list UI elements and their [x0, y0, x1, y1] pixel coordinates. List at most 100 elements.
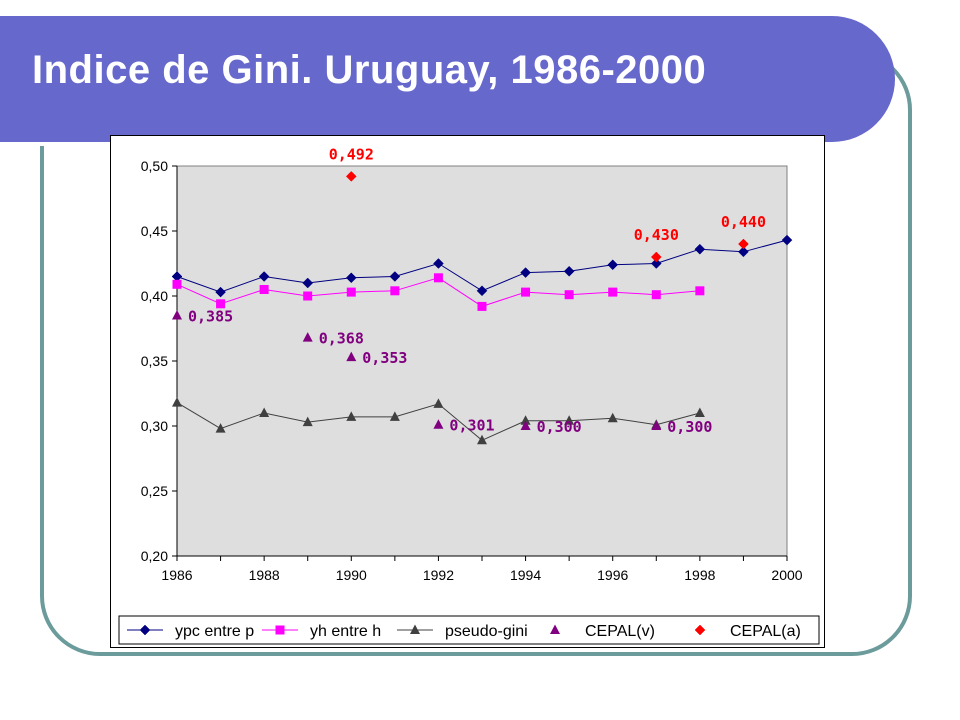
title-bar [0, 16, 895, 146]
chart-container: 0,20 0,25 0,30 0,35 0,40 0,45 0,50 1986 1988 1990… [110, 135, 825, 648]
slide-title: Indice de Gini. Uruguay, 1986-2000 [32, 48, 707, 92]
data-point [520, 267, 531, 278]
data-point [476, 285, 488, 297]
legend-marker [275, 625, 285, 635]
data-point [346, 287, 356, 297]
legend: ypc entre p yh entre h pseudo-gini CEPAL(v)… [118, 615, 820, 645]
data-point [389, 271, 401, 282]
series-pseudo-gini [172, 397, 705, 445]
x-tick-label: 1990 [336, 567, 367, 583]
y-tick-label: 0,35 [141, 353, 168, 369]
legend-label: ypc entre p [175, 623, 254, 640]
data-point [302, 277, 314, 289]
y-tick-label: 0,20 [141, 548, 168, 564]
legend-item: pseudo-gini [397, 623, 528, 640]
data-point [389, 411, 400, 421]
legend-label: CEPAL(a) [730, 623, 801, 640]
data-point [477, 301, 487, 311]
legend-label: CEPAL(v) [585, 623, 655, 640]
data-point [520, 420, 531, 430]
data-point [477, 434, 487, 445]
x-tick-label: 1994 [510, 567, 541, 583]
data-point [694, 407, 705, 417]
data-point [303, 291, 313, 301]
data-point [694, 243, 706, 255]
data-point [651, 290, 661, 300]
plot-area [176, 165, 788, 557]
legend-marker [410, 624, 420, 634]
legend-item: CEPAL(v) [550, 623, 655, 640]
x-tick-label: 1996 [597, 567, 628, 583]
data-point [520, 415, 531, 425]
data-point [215, 423, 226, 433]
y-tick-label: 0,50 [141, 158, 168, 174]
legend-item: yh entre h [262, 623, 381, 640]
y-tick-label: 0,25 [141, 483, 168, 499]
data-point [433, 258, 444, 269]
legend-marker [550, 624, 560, 634]
data-point [172, 397, 182, 407]
legend-marker [694, 624, 706, 636]
data-point [607, 259, 619, 271]
data-label: 0,385 [188, 308, 233, 326]
x-tick-label: 1992 [423, 567, 454, 583]
legend-item: ypc entre p [127, 623, 254, 640]
data-point [433, 273, 443, 283]
x-axis: 1986 1988 1990 1992 1994 1996 1998 2000 [161, 555, 803, 583]
data-point [650, 251, 662, 263]
data-point [695, 286, 705, 296]
y-tick-label: 0,30 [141, 418, 168, 434]
data-point [564, 290, 574, 300]
gini-line-chart: 0,20 0,25 0,30 0,35 0,40 0,45 0,50 1986 1988 1990… [118, 145, 820, 645]
data-point [563, 265, 575, 277]
data-point [521, 287, 531, 297]
data-point [608, 287, 618, 297]
x-tick-label: 1998 [684, 567, 715, 583]
data-label: 0,353 [362, 349, 407, 367]
legend-label: yh entre h [310, 623, 381, 640]
data-point [738, 238, 749, 250]
data-point [345, 171, 357, 182]
data-point [564, 415, 575, 425]
data-point [216, 299, 226, 309]
series-ypc-entre-p [171, 234, 793, 298]
legend-marker [139, 624, 151, 636]
data-label: 0,430 [634, 226, 679, 244]
data-point [390, 286, 400, 296]
data-label: 0,492 [329, 145, 374, 163]
data-point [345, 272, 357, 284]
data-label: 0,301 [449, 417, 494, 435]
y-tick-label: 0,45 [141, 223, 168, 239]
legend-item: CEPAL(a) [694, 623, 801, 640]
data-point [650, 258, 662, 269]
data-label: 0,368 [319, 330, 364, 348]
data-point [738, 246, 749, 258]
legend-label: pseudo-gini [445, 623, 528, 640]
data-point [302, 416, 313, 427]
data-label: 0,300 [667, 418, 712, 436]
data-point [302, 332, 313, 342]
data-label: 0,300 [537, 418, 582, 436]
series-yh-entre-h [172, 273, 705, 311]
data-point [172, 279, 182, 289]
y-axis: 0,20 0,25 0,30 0,35 0,40 0,45 0,50 [141, 158, 178, 564]
data-point [346, 351, 357, 362]
data-point [259, 285, 269, 294]
data-point [433, 419, 444, 429]
x-tick-label: 1986 [161, 567, 192, 583]
data-point [172, 310, 182, 320]
data-point [346, 411, 357, 421]
data-point [433, 398, 444, 408]
data-point [651, 420, 662, 430]
series-cepal-a: 0,492 0,430 0,440 [329, 145, 766, 263]
x-tick-label: 2000 [771, 567, 802, 583]
y-tick-label: 0,40 [141, 288, 168, 304]
x-tick-label: 1988 [249, 567, 280, 583]
data-label: 0,440 [721, 213, 766, 231]
data-point [259, 407, 270, 417]
data-point [215, 286, 226, 298]
data-point [258, 271, 270, 282]
data-point [781, 234, 793, 246]
data-point [607, 412, 618, 423]
